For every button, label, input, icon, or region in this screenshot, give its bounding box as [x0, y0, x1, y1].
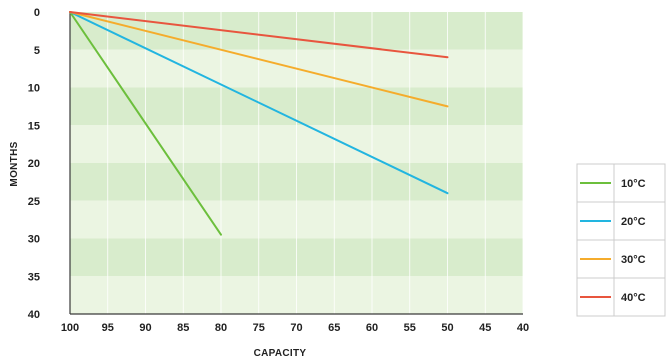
x-tick-label-80: 80	[215, 322, 227, 334]
y-axis-ticks: 0 5 10 15 20 25 30 35 40	[28, 7, 40, 321]
y-tick-label-20: 20	[28, 158, 40, 170]
x-tick-label-95: 95	[102, 322, 114, 334]
x-tick-label-90: 90	[139, 322, 151, 334]
series-line-10c	[69, 11, 222, 236]
x-axis-title: CAPACITY	[254, 348, 307, 359]
grid-lines	[107, 12, 524, 314]
y-tick-label-10: 10	[28, 83, 40, 95]
x-tick-label-100: 100	[61, 322, 79, 334]
y-tick-label-40: 40	[28, 309, 40, 321]
series-line-40c	[69, 11, 449, 59]
series-line-30c	[69, 11, 449, 108]
x-axis-ticks: 100 95 90 85 80 75 70 65 60 55 50 45 40	[61, 322, 529, 334]
y-tick-label-5: 5	[34, 45, 40, 57]
x-tick-label-75: 75	[253, 322, 265, 334]
legend-label-10c: 10°C	[621, 178, 646, 190]
y-tick-label-30: 30	[28, 234, 40, 246]
x-tick-label-70: 70	[290, 322, 302, 334]
y-tick-label-15: 15	[28, 120, 40, 132]
y-tick-label-35: 35	[28, 271, 40, 283]
y-tick-label-0: 0	[34, 7, 40, 19]
x-tick-label-85: 85	[177, 322, 189, 334]
y-axis-title: MONTHS	[9, 141, 20, 186]
y-tick-label-25: 25	[28, 196, 40, 208]
x-tick-label-55: 55	[404, 322, 416, 334]
x-tick-label-50: 50	[441, 322, 453, 334]
x-tick-label-65: 65	[328, 322, 340, 334]
legend-label-20c: 20°C	[621, 216, 646, 228]
axes	[69, 12, 523, 315]
legend-label-40c: 40°C	[621, 292, 646, 304]
x-tick-label-40: 40	[517, 322, 529, 334]
x-tick-label-45: 45	[479, 322, 491, 334]
series-line-20c	[69, 11, 449, 195]
series-lines	[69, 11, 449, 236]
legend-label-30c: 30°C	[621, 254, 646, 266]
legend: 10°C 20°C 30°C 40°C	[576, 163, 666, 317]
x-tick-label-60: 60	[366, 322, 378, 334]
